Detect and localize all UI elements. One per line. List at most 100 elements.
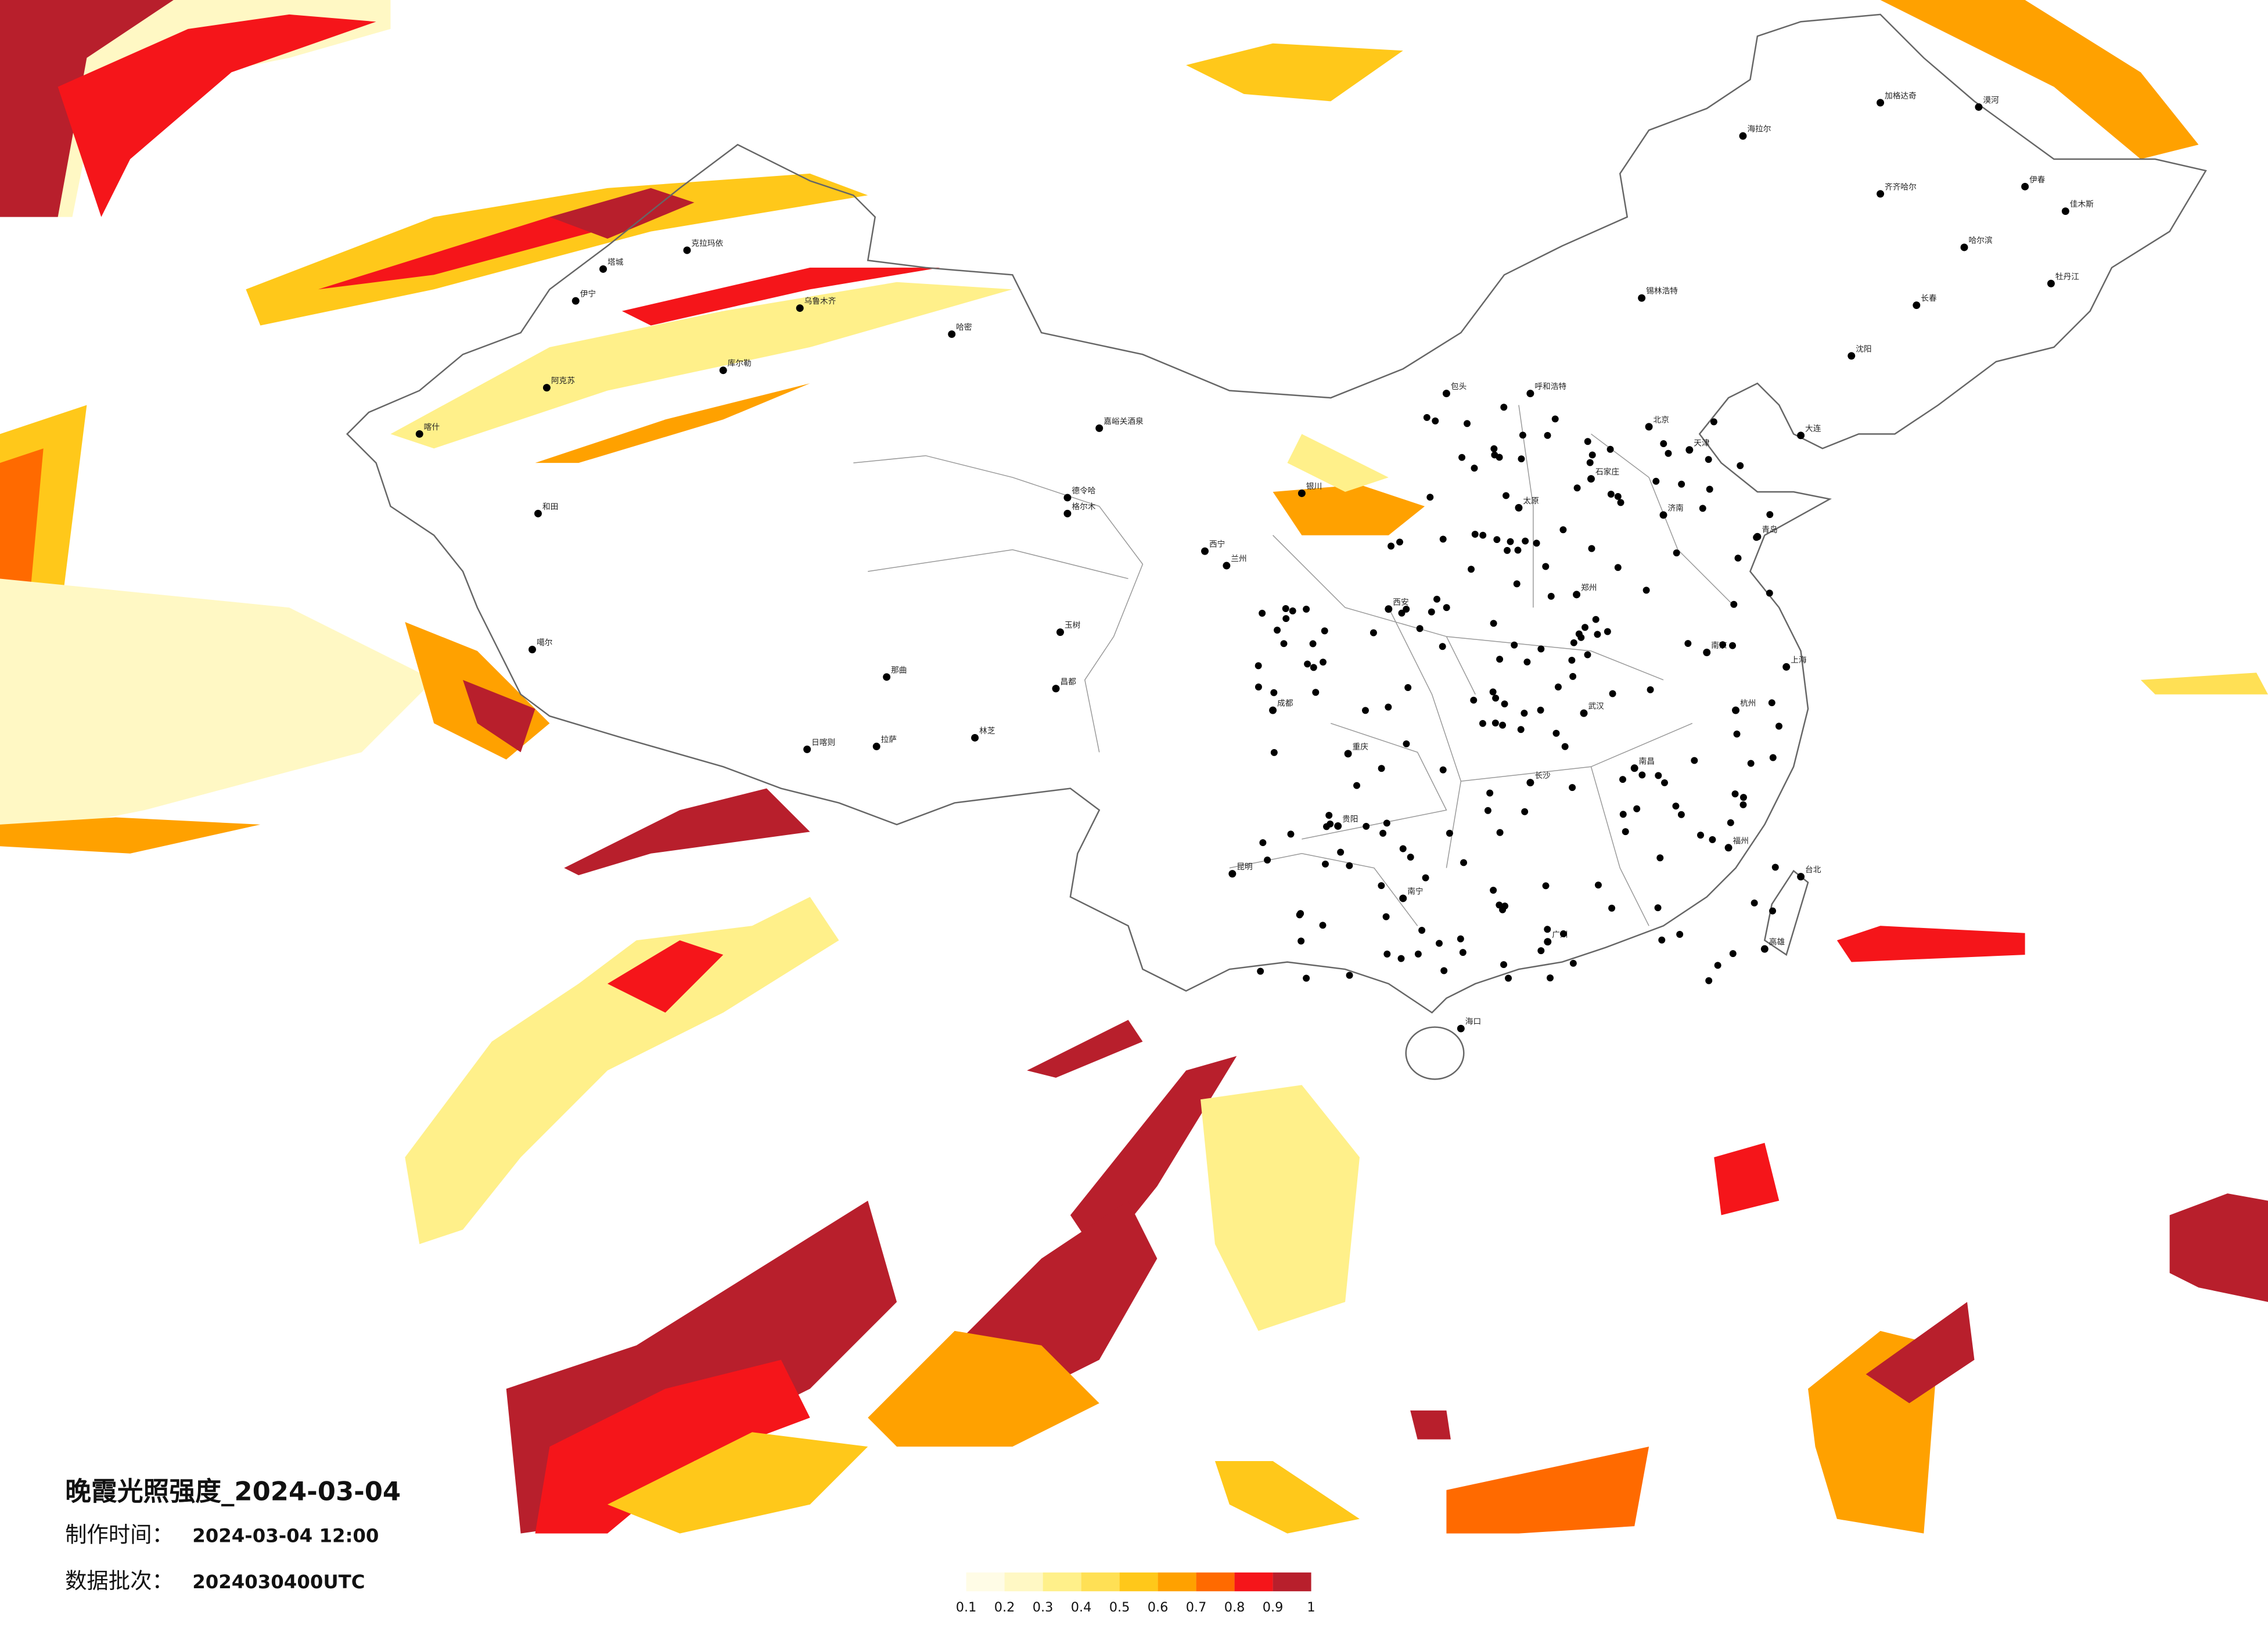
city-marker: [1619, 811, 1627, 818]
city-marker: [599, 265, 607, 273]
heat-area: [607, 940, 724, 1013]
city-marker: [1751, 899, 1758, 906]
city-marker: [1537, 706, 1544, 714]
city-marker: [1719, 641, 1727, 649]
city-name: 重庆: [1353, 742, 1369, 751]
legend-tick-label: 0.5: [1109, 1600, 1130, 1615]
city-name: 包头: [1451, 382, 1467, 391]
city-marker: [1768, 699, 1775, 707]
city-marker: [1656, 854, 1664, 862]
city-marker: [1460, 859, 1468, 866]
city-marker: [1459, 949, 1467, 956]
city-name: 乌鲁木齐: [804, 297, 836, 306]
city-marker: [1499, 721, 1507, 729]
city-marker: [1703, 649, 1711, 656]
city-marker: [1269, 706, 1277, 714]
city-marker: [1468, 566, 1475, 573]
city-marker: [1491, 451, 1498, 459]
city-marker: [1378, 882, 1385, 890]
city-marker: [2047, 279, 2055, 287]
heat-area: [462, 679, 535, 753]
city-marker: [1379, 829, 1387, 837]
city-marker: [1731, 790, 1739, 798]
city-marker: [1642, 587, 1650, 594]
city-name: 银川: [1306, 482, 1322, 491]
city-marker: [1685, 446, 1694, 454]
city-marker: [1404, 684, 1412, 691]
city-marker: [1257, 967, 1264, 975]
city-marker: [1691, 757, 1698, 764]
city-marker: [1544, 938, 1552, 946]
city-name: 台北: [1805, 865, 1821, 875]
city-name: 哈密: [956, 322, 972, 332]
city-marker: [683, 246, 691, 254]
city-name: 济南: [1667, 503, 1683, 513]
city-marker: [1714, 962, 1721, 969]
city-marker: [1739, 794, 1747, 801]
city-marker: [719, 366, 727, 375]
legend-color: [1273, 1572, 1311, 1592]
city-marker: [1678, 480, 1685, 488]
city-marker: [1353, 782, 1361, 789]
heat-area: [1287, 434, 1389, 492]
heat-area: [0, 0, 174, 217]
city-marker: [1337, 848, 1345, 856]
city-marker: [1537, 645, 1545, 653]
city-marker: [1542, 882, 1550, 890]
city-marker: [1399, 845, 1407, 852]
city-name: 拉萨: [881, 735, 897, 744]
city-marker: [1223, 562, 1231, 570]
city-marker: [1515, 503, 1523, 512]
city-marker: [1737, 462, 1744, 469]
city-marker: [1484, 807, 1491, 814]
legend-tick-label: 0.8: [1224, 1600, 1245, 1615]
heat-area: [549, 188, 695, 239]
city-marker: [1661, 779, 1668, 786]
city-marker: [1960, 243, 1968, 251]
city-marker: [1526, 390, 1534, 398]
city-marker: [1439, 643, 1446, 650]
city-name: 塔城: [608, 258, 624, 267]
heat-area: [564, 788, 810, 876]
city-marker: [1383, 950, 1391, 958]
city-marker: [1334, 822, 1342, 830]
city-name: 林芝: [979, 726, 995, 736]
city-marker: [1614, 564, 1622, 571]
legend-tick-label: 0.7: [1186, 1600, 1207, 1615]
city-marker: [1458, 454, 1466, 461]
city-marker: [1766, 589, 1773, 597]
heat-area: [621, 267, 940, 326]
city-name: 锡林浩特: [1646, 287, 1678, 296]
city-marker: [1274, 627, 1281, 634]
city-marker: [1320, 659, 1327, 666]
city-marker: [1588, 451, 1596, 459]
heat-area: [1446, 1447, 1649, 1534]
city-marker: [1584, 651, 1591, 659]
city-marker: [1559, 930, 1567, 937]
city-marker: [1426, 494, 1434, 501]
city-marker: [1575, 630, 1583, 638]
city-marker: [1659, 511, 1667, 519]
city-marker: [1573, 591, 1581, 599]
production-time: 2024-03-04 12:00: [192, 1525, 379, 1547]
city-marker: [1739, 801, 1747, 808]
city-marker: [1729, 950, 1737, 958]
city-marker: [1428, 608, 1435, 616]
color-legend: 0.1 0.2 0.3 0.4 0.5 0.6 0.7 0.8 0.9 1: [956, 1572, 1315, 1615]
city-marker: [1594, 631, 1601, 638]
city-name: 长春: [1921, 294, 1937, 303]
city-marker: [1523, 658, 1531, 665]
city-marker: [1490, 887, 1497, 894]
heat-area: [1186, 43, 1403, 102]
heat-area: [1836, 926, 2025, 962]
heat-area: [1070, 1056, 1237, 1259]
city-name: 噶尔: [537, 638, 553, 647]
legend-tick-label: 1: [1307, 1600, 1315, 1615]
city-marker: [1507, 538, 1514, 545]
city-marker: [1500, 404, 1508, 411]
city-name: 克拉玛依: [691, 239, 723, 248]
city-marker: [1303, 974, 1310, 982]
city-marker: [1760, 945, 1769, 953]
legend-tick-label: 0.1: [956, 1600, 977, 1615]
